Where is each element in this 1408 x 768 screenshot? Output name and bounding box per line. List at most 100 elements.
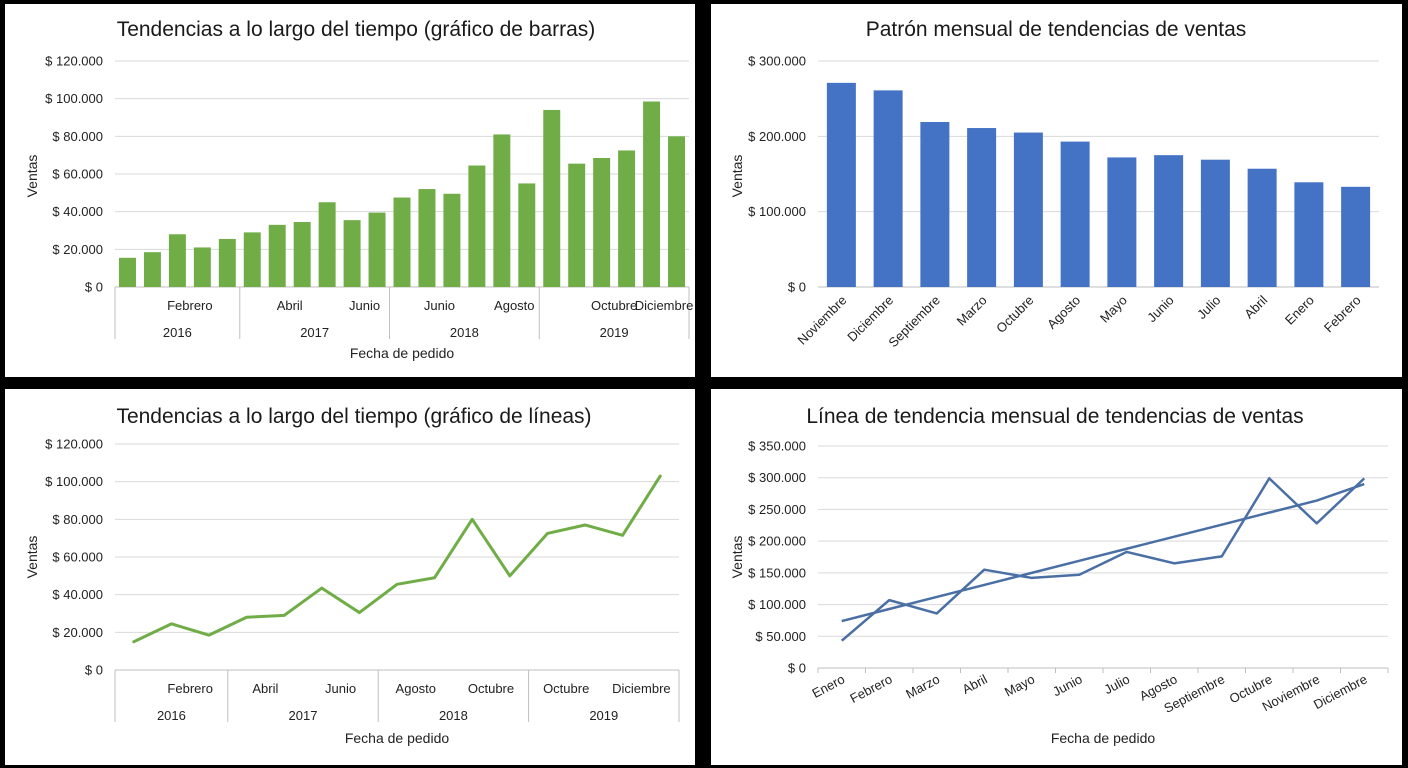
x-year-label: 2018: [439, 708, 468, 723]
y-tick-label: $ 40.000: [52, 204, 103, 219]
x-category-label: Enero: [1282, 293, 1317, 328]
y-tick-label: $ 60.000: [52, 167, 103, 182]
bar: [518, 183, 536, 287]
bar: [368, 212, 386, 287]
panel-bar-chart-over-time: Tendencias a lo largo del tiempo (gráfic…: [5, 4, 695, 377]
x-category-label: Abril: [1241, 292, 1270, 321]
y-tick-label: $ 80.000: [52, 129, 103, 144]
x-axis-label: Fecha de pedido: [1051, 730, 1156, 746]
panel-line-chart-over-time: Tendencias a lo largo del tiempo (gráfic…: [5, 389, 695, 765]
bar: [143, 252, 161, 287]
x-category-label: Julio: [1101, 671, 1132, 697]
y-tick-label: $ 0: [85, 663, 103, 678]
bar: [243, 232, 261, 287]
bar: [643, 101, 661, 287]
y-tick-label: $ 50.000: [755, 629, 806, 644]
bar: [1294, 182, 1324, 287]
x-category-label: Febrero: [1321, 293, 1364, 336]
y-tick-label: $ 150.000: [748, 565, 806, 580]
y-tick-label: $ 350.000: [748, 439, 806, 454]
monthly-pattern-bar-chart: Patrón mensual de tendencias de ventas V…: [729, 18, 1379, 350]
y-tick-label: $ 100.000: [45, 474, 103, 489]
x-category-label: Agosto: [1044, 293, 1083, 332]
monthly-trendline-chart: Línea de tendencia mensual de tendencias…: [729, 405, 1389, 746]
bar: [468, 165, 486, 287]
x-category-label: Octubre: [993, 293, 1036, 336]
bar: [268, 224, 286, 287]
x-category-label: Mayo: [1002, 671, 1037, 699]
y-axis-label: Ventas: [729, 536, 745, 579]
x-month-label: Octubre: [468, 681, 514, 696]
trendline: [841, 482, 1365, 623]
x-month-label: Febrero: [167, 681, 213, 696]
x-year-label: 2017: [289, 708, 318, 723]
x-category-label: Marzo: [903, 671, 942, 701]
series-line: [840, 477, 1366, 642]
bar: [168, 234, 186, 287]
x-category-label: Mayo: [1097, 293, 1130, 326]
chart-title: Tendencias a lo largo del tiempo (gráfic…: [117, 18, 596, 41]
bar: [443, 193, 461, 287]
bar: [1107, 157, 1137, 287]
chart-title: Línea de tendencia mensual de tendencias…: [806, 405, 1303, 428]
bar: [343, 220, 361, 287]
x-category-label: Julio: [1194, 293, 1224, 323]
y-tick-label: $ 200.000: [748, 129, 806, 144]
x-year-label: 2018: [450, 325, 479, 340]
y-tick-label: $ 0: [85, 280, 103, 295]
chart-title: Tendencias a lo largo del tiempo (gráfic…: [116, 405, 591, 428]
bar: [593, 157, 611, 287]
x-year-label: 2016: [163, 325, 192, 340]
y-tick-label: $ 250.000: [748, 502, 806, 517]
bar: [920, 122, 950, 288]
x-month-label: Junio: [424, 298, 455, 313]
y-tick-label: $ 80.000: [52, 512, 103, 527]
line-chart-over-time: Tendencias a lo largo del tiempo (gráfic…: [24, 405, 680, 746]
bar: [543, 109, 561, 287]
bar: [218, 238, 236, 287]
y-tick-label: $ 60.000: [52, 550, 103, 565]
x-month-label: Diciembre: [635, 298, 694, 313]
x-category-label: Diciembre: [1311, 671, 1370, 712]
bar: [568, 163, 586, 287]
bar: [873, 90, 903, 287]
chart-title: Patrón mensual de tendencias de ventas: [866, 18, 1247, 41]
panel-monthly-pattern-chart: Patrón mensual de tendencias de ventas V…: [711, 4, 1402, 377]
y-tick-label: $ 0: [788, 661, 806, 676]
x-month-label: Diciembre: [612, 681, 671, 696]
bar: [318, 202, 336, 287]
bar: [668, 136, 686, 287]
x-category-label: Febrero: [847, 671, 894, 706]
x-category-label: Junio: [1144, 293, 1177, 326]
x-category-label: Enero: [809, 671, 847, 701]
y-tick-label: $ 0: [788, 280, 806, 295]
y-tick-label: $ 20.000: [52, 625, 103, 640]
bar: [1013, 132, 1043, 287]
x-year-label: 2017: [300, 325, 329, 340]
x-year-label: 2019: [600, 325, 629, 340]
bar: [493, 134, 511, 287]
y-tick-label: $ 300.000: [748, 470, 806, 485]
x-category-label: Noviembre: [794, 293, 849, 348]
x-axis-label: Fecha de pedido: [345, 730, 450, 746]
bar: [1247, 168, 1277, 287]
x-year-label: 2019: [589, 708, 618, 723]
panel-monthly-trendline-chart: Línea de tendencia mensual de tendencias…: [711, 389, 1402, 765]
x-month-label: Octubre: [591, 298, 637, 313]
bar: [1341, 186, 1371, 287]
y-tick-label: $ 100.000: [748, 204, 806, 219]
x-month-label: Junio: [325, 681, 356, 696]
bar: [118, 257, 136, 287]
bar-chart-over-time: Tendencias a lo largo del tiempo (gráfic…: [24, 18, 694, 361]
y-tick-label: $ 100.000: [748, 597, 806, 612]
x-month-label: Abril: [277, 298, 303, 313]
x-month-label: Febrero: [167, 298, 213, 313]
bar: [1060, 141, 1090, 287]
x-category-label: Junio: [1050, 671, 1084, 699]
x-month-label: Octubre: [543, 681, 589, 696]
y-tick-label: $ 100.000: [45, 91, 103, 106]
bar: [393, 197, 411, 287]
y-tick-label: $ 200.000: [748, 534, 806, 549]
x-category-label: Marzo: [954, 293, 990, 329]
x-month-label: Agosto: [396, 681, 436, 696]
